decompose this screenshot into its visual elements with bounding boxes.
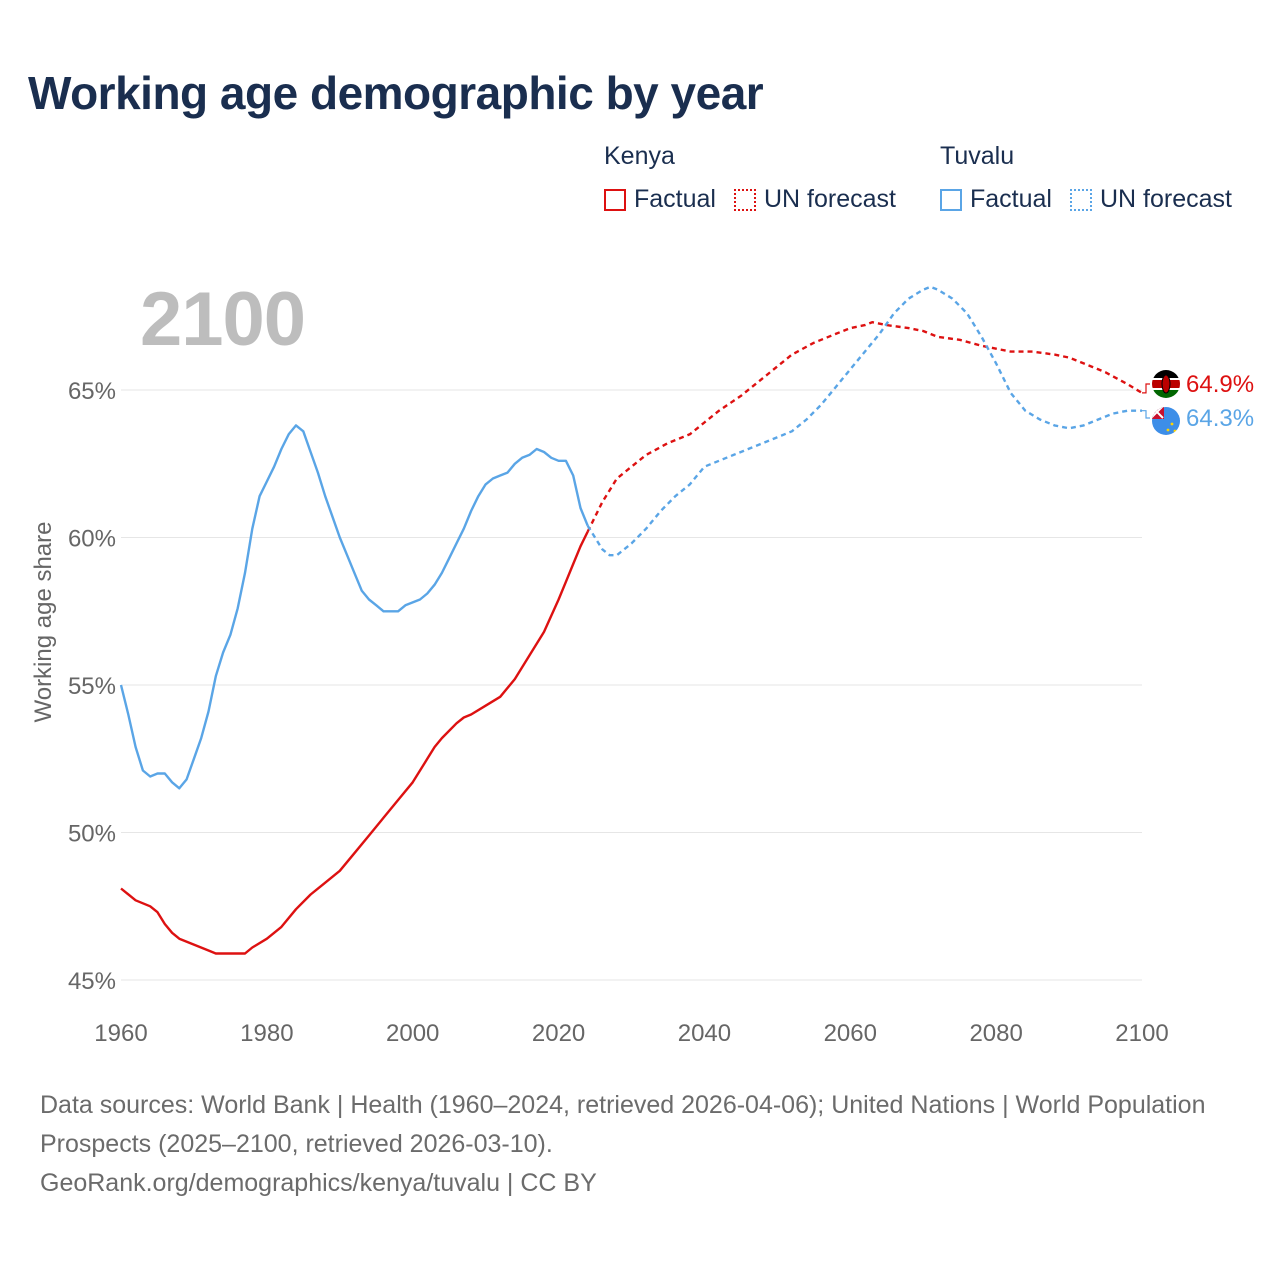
legend-kenya: Kenya Factual UN forecast (604, 142, 914, 214)
legend-swatch-tuvalu-factual (940, 188, 962, 211)
y-tick-label: 50% (68, 821, 116, 848)
y-axis-ticks: 45% 50% 55% 60% 65% (68, 378, 116, 995)
kenya-forecast-line (586, 321, 1143, 533)
legend-swatch-tuvalu-forecast (1069, 188, 1092, 211)
legend-item-kenya-forecast[interactable]: UN forecast (733, 185, 896, 214)
year-display: 2100 (140, 277, 306, 362)
legend-tuvalu: Tuvalu Factual UN forecast (940, 142, 1232, 214)
series-lines (119, 285, 1143, 955)
x-tick-label: 2060 (824, 1020, 877, 1047)
legend-swatch-kenya-factual (604, 188, 626, 211)
x-tick-label: 1980 (240, 1020, 293, 1047)
kenya-flag-icon (1152, 370, 1180, 398)
legend-label-tuvalu-forecast: UN forecast (1099, 185, 1232, 213)
y-tick-label: 60% (68, 526, 116, 553)
legend-label-kenya-forecast: UN forecast (763, 185, 896, 213)
legend-item-kenya-factual[interactable]: Factual (604, 185, 716, 214)
legend-swatch-kenya-forecast (733, 188, 756, 211)
x-tick-label: 2100 (1115, 1020, 1168, 1047)
x-tick-label: 2040 (678, 1020, 731, 1047)
tuvalu-forecast-line (586, 285, 1142, 557)
y-tick-label: 45% (68, 968, 116, 995)
grid-lines (121, 389, 1142, 981)
legend-label-kenya-factual: Factual (634, 185, 716, 213)
tuvalu-end-value: 64.3% (1186, 405, 1254, 432)
x-tick-label: 1960 (94, 1020, 147, 1047)
y-tick-label: 55% (68, 673, 116, 700)
end-markers (1152, 370, 1180, 435)
kenya-factual-line (120, 531, 589, 955)
legend-group-label-kenya: Kenya (604, 142, 675, 170)
kenya-end-connector (1142, 383, 1150, 394)
kenya-end-value: 64.9% (1186, 371, 1254, 398)
x-tick-label: 2080 (969, 1020, 1022, 1047)
tuvalu-factual-line (119, 424, 589, 790)
end-labels: 64.9% 64.3% (1142, 371, 1254, 432)
tuvalu-end-connector (1142, 410, 1150, 419)
tuvalu-flag-icon (1152, 407, 1180, 435)
x-tick-label: 2000 (386, 1020, 439, 1047)
y-axis-title: Working age share (30, 522, 57, 723)
legend-item-tuvalu-factual[interactable]: Factual (940, 185, 1052, 214)
legend-label-tuvalu-factual: Factual (970, 185, 1052, 213)
footer: Data sources: World Bank | Health (1960–… (40, 1086, 1220, 1203)
y-tick-label: 65% (68, 378, 116, 405)
x-axis-ticks: 1960 1980 2000 2020 2040 2060 2080 2100 (94, 1020, 1168, 1047)
data-sources: Data sources: World Bank | Health (1960–… (40, 1091, 1206, 1158)
source-link[interactable]: GeoRank.org/demographics/kenya/tuvalu | … (40, 1169, 597, 1197)
x-tick-label: 2020 (532, 1020, 585, 1047)
legend-item-tuvalu-forecast[interactable]: UN forecast (1069, 185, 1232, 214)
legend-group-label-tuvalu: Tuvalu (940, 142, 1015, 170)
chart-title: Working age demographic by year (28, 67, 764, 119)
